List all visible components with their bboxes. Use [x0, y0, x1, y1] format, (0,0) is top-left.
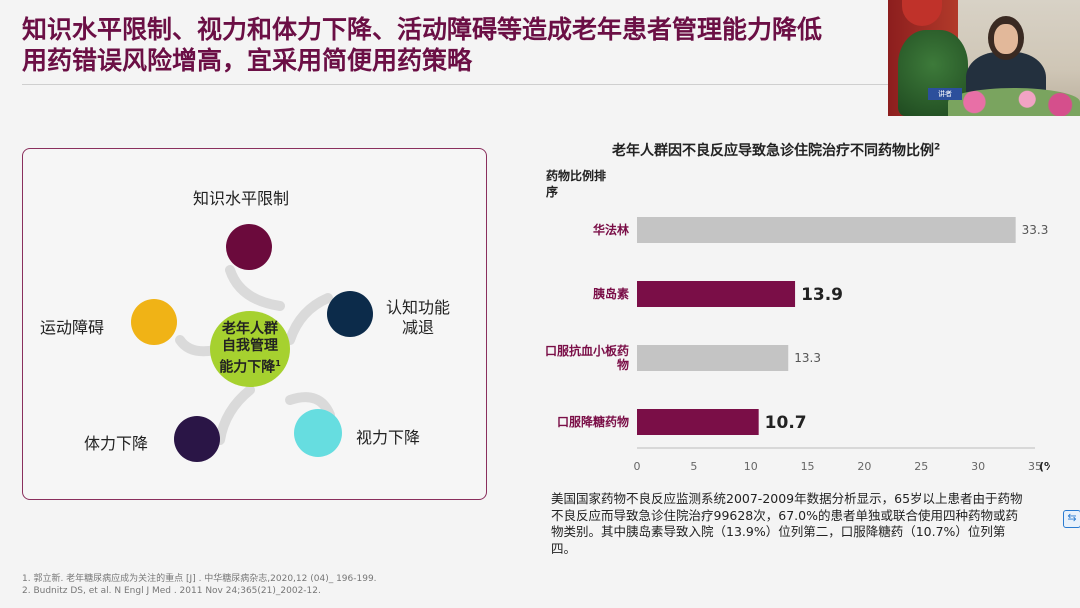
- x-tick-label-1: 5: [690, 460, 697, 473]
- node-dot-mobility: [131, 299, 177, 345]
- value-label-0: 33.3: [1022, 223, 1049, 237]
- video-speaker-face: [994, 24, 1018, 54]
- bar-0: [637, 217, 1016, 243]
- x-tick-label-4: 20: [857, 460, 871, 473]
- center-line-2: 自我管理: [221, 338, 278, 355]
- chart-ylabel-line-2: 序: [546, 184, 558, 199]
- reference-2: 2. Budnitz DS, et al. N Engl J Med . 201…: [22, 586, 321, 596]
- x-axis-unit-label: (%): [1039, 460, 1050, 473]
- x-tick-label-6: 30: [971, 460, 985, 473]
- node-label-cognition: 认知功能 减退: [386, 298, 451, 337]
- references: 1. 郭立新. 老年糖尿病应成为关注的重点 [J] . 中华糖尿病杂志,2020…: [22, 573, 377, 597]
- speaker-video-thumbnail[interactable]: 讲者: [888, 0, 1080, 116]
- video-name-sign: 讲者: [928, 88, 962, 100]
- chart-description: 美国国家药物不良反应监测系统2007-2009年数据分析显示，65岁以上患者由于…: [551, 491, 1023, 556]
- center-line-1: 老年人群: [221, 321, 278, 338]
- node-dot-strength: [174, 416, 220, 462]
- center-line-3: 能力下降1: [219, 359, 281, 376]
- node-dot-knowledge: [226, 224, 272, 270]
- title-divider: [22, 84, 1062, 85]
- video-flowers: [948, 88, 1080, 116]
- value-label-3: 10.7: [765, 413, 807, 433]
- node-label-knowledge: 知识水平限制: [193, 189, 290, 208]
- slide-title: 知识水平限制、视力和体力下降、活动障碍等造成老年患者管理能力降低 用药错误风险增…: [22, 14, 892, 76]
- x-tick-label-5: 25: [914, 460, 928, 473]
- bar-3: [637, 409, 759, 435]
- node-dot-cognition: [327, 291, 373, 337]
- x-tick-label-3: 15: [801, 460, 815, 473]
- node-label-strength: 体力下降: [84, 434, 149, 453]
- node-label-vision: 视力下降: [356, 428, 421, 447]
- diagram-center-node: 老年人群 自我管理 能力下降1: [210, 311, 290, 387]
- value-label-2: 13.3: [794, 351, 821, 365]
- value-label-1: 13.9: [801, 285, 843, 305]
- bar-2: [637, 345, 789, 371]
- category-label-0: 华法林: [593, 222, 629, 237]
- title-line-1: 知识水平限制、视力和体力下降、活动障碍等造成老年患者管理能力降低: [22, 15, 823, 44]
- bar-1: [637, 281, 796, 307]
- x-tick-label-7: 35: [1028, 460, 1042, 473]
- x-tick-label-0: 0: [634, 460, 641, 473]
- node-label-mobility: 运动障碍: [40, 318, 105, 337]
- title-line-2: 用药错误风险增高，宜采用简便用药策略: [22, 46, 473, 75]
- category-label-2-line-1: 物: [617, 357, 629, 372]
- chart-ylabel-line-1: 药物比例排: [546, 168, 606, 183]
- side-panel-toggle-icon[interactable]: ⇆: [1063, 510, 1080, 528]
- x-tick-label-2: 10: [744, 460, 758, 473]
- category-label-2-line-0: 口服抗血小板药: [545, 343, 629, 358]
- reference-1: 1. 郭立新. 老年糖尿病应成为关注的重点 [J] . 中华糖尿病杂志,2020…: [22, 574, 377, 584]
- node-dot-vision: [294, 409, 342, 457]
- category-label-3: 口服降糖药物: [557, 414, 629, 429]
- category-label-1: 胰岛素: [593, 286, 629, 301]
- chart-title: 老年人群因不良反应导致急诊住院治疗不同药物比例2: [612, 142, 941, 159]
